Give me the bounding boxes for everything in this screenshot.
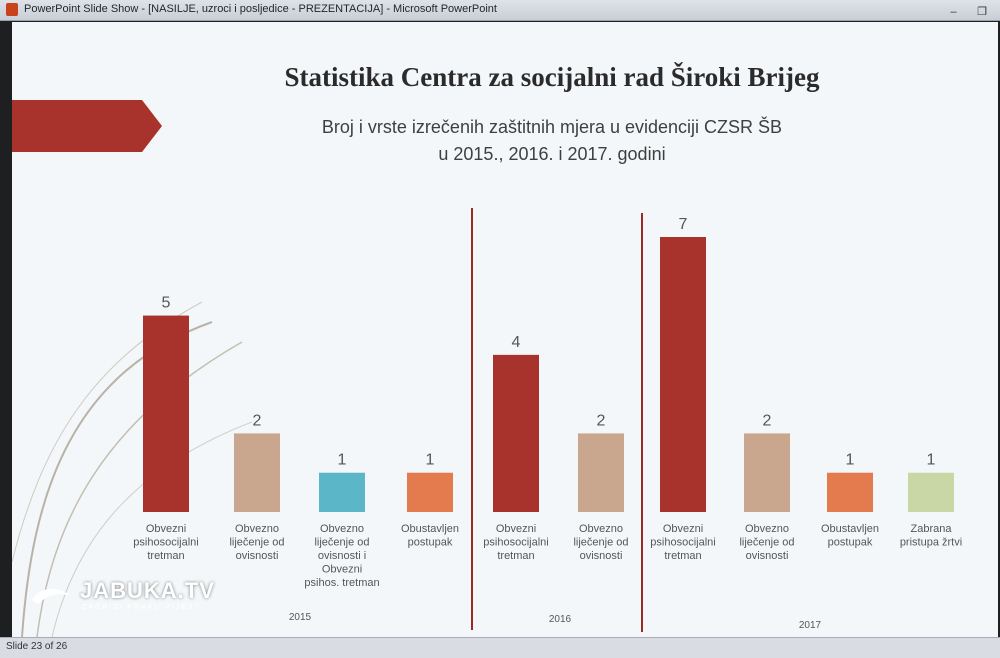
bar-category-label-line: ovisnosti (746, 550, 789, 562)
bar-category-label: Obustavljen postupak (401, 523, 459, 549)
apple-logo-icon (32, 588, 70, 604)
year-label: 2015 (289, 612, 312, 623)
bar-category-label-line: Obvezno (579, 523, 623, 535)
bar (744, 433, 790, 512)
bar-category-label-line: Obvezno (235, 523, 279, 535)
bar-category-label-line: Obvezni (496, 523, 536, 535)
bar (407, 472, 453, 512)
bar-value-label: 4 (512, 334, 521, 351)
bar-category-label-line: tretman (147, 550, 184, 562)
bar-category-label-line: tretman (664, 550, 701, 562)
minimize-button[interactable]: – (950, 6, 957, 18)
bar-category-label-line: Obvezni (663, 523, 703, 535)
slide: Statistika Centra za socijalni rad Širok… (12, 22, 998, 656)
bar-value-label: 1 (927, 452, 936, 469)
logo-brand: JABUKA.TV (80, 578, 215, 603)
bar-category-label-line: ovisnosti (580, 550, 623, 562)
bar-category-label-line: liječenje od (739, 537, 794, 549)
bar-value-label: 5 (162, 295, 171, 312)
bar-value-label: 2 (763, 412, 772, 429)
bar-category-label-line: liječenje od (314, 537, 369, 549)
bar-category-label: Zabrana pristupa žrtvi (900, 523, 962, 549)
bar-category-label-line: Zabrana (911, 523, 953, 535)
bar-category-label-line: Obvezni (146, 523, 186, 535)
bar-value-label: 2 (253, 412, 262, 429)
slide-indicator: Slide 23 of 26 (6, 641, 68, 652)
bar-category-label: Obvezno liječenje od ovisnosti (229, 523, 284, 562)
bar-category-label-line: tretman (497, 550, 534, 562)
bar-category-label-line: postupak (408, 537, 453, 549)
bar-category-label-line: liječenje od (229, 537, 284, 549)
window-titlebar: PowerPoint Slide Show - [NASILJE, uzroci… (0, 0, 1000, 21)
statusbar: Slide 23 of 26 (0, 637, 1000, 658)
bar-category-label-line: Obvezni (322, 564, 362, 576)
slide-subtitle: Broj i vrste izrečenih zaštitnih mjera u… (162, 114, 942, 168)
bar-category-label-line: liječenje od (573, 537, 628, 549)
year-label: 2017 (799, 620, 822, 631)
bar-category-label: Obvezno liječenje od ovisnosti (739, 523, 794, 562)
bar-value-label: 1 (338, 452, 347, 469)
bar-category-label: Obvezni psihosocijalni tretman (133, 523, 198, 562)
powerpoint-icon (6, 3, 18, 16)
ribbon-decoration (12, 100, 162, 152)
year-label: 2016 (549, 614, 572, 625)
bar (908, 472, 954, 512)
bar-category-label-line: Obustavljen (821, 523, 879, 535)
bar (578, 433, 624, 512)
bar (143, 315, 189, 512)
bar-category-label: Obvezno liječenje od ovisnosti i Obvezni psi… (304, 523, 379, 589)
window-controls: – ❐ (938, 2, 990, 20)
bar (319, 472, 365, 512)
window-title: PowerPoint Slide Show - [NASILJE, uzroci… (24, 3, 497, 15)
bar-category-label-line: psihosocijalni (483, 537, 548, 549)
bar-category-label: Obustavljen postupak (821, 523, 879, 549)
bar-category-label: Obvezni psihosocijalni tretman (483, 523, 548, 562)
subtitle-line-1: Broj i vrste izrečenih zaštitnih mjera u… (321, 117, 783, 137)
bar-category-label-line: Obvezno (745, 523, 789, 535)
slide-title: Statistika Centra za socijalni rad Širok… (284, 62, 820, 92)
bar-category-label-line: Obustavljen (401, 523, 459, 535)
bar-category-label-line: psihosocijalni (133, 537, 198, 549)
bar (234, 433, 280, 512)
bar-category-label: Obvezni psihosocijalni tretman (650, 523, 715, 562)
bar-category-label-line: Obvezno (320, 523, 364, 535)
bar-category-label-line: pristupa žrtvi (900, 537, 962, 549)
restore-button[interactable]: ❐ (977, 6, 987, 18)
bar-category-label-line: ovisnosti i (318, 550, 366, 562)
logo-tagline: ZAGRIZI PRAVU VIJEST (82, 604, 201, 611)
bar-category-label-line: psihosocijalni (650, 537, 715, 549)
bar-category-label: Obvezno liječenje od ovisnosti (573, 523, 628, 562)
bar-category-label-line: ovisnosti (236, 550, 279, 562)
bar-category-label-line: psihos. tretman (304, 577, 379, 589)
bar-value-label: 2 (597, 412, 606, 429)
bar-value-label: 1 (846, 452, 855, 469)
subtitle-line-2: u 2015., 2016. i 2017. godini (438, 144, 666, 164)
bar-category-label-line: postupak (828, 537, 873, 549)
bar (660, 237, 706, 512)
bar (827, 472, 873, 512)
bar (493, 354, 539, 512)
bar-value-label: 1 (426, 452, 435, 469)
bar-value-label: 7 (679, 216, 688, 233)
